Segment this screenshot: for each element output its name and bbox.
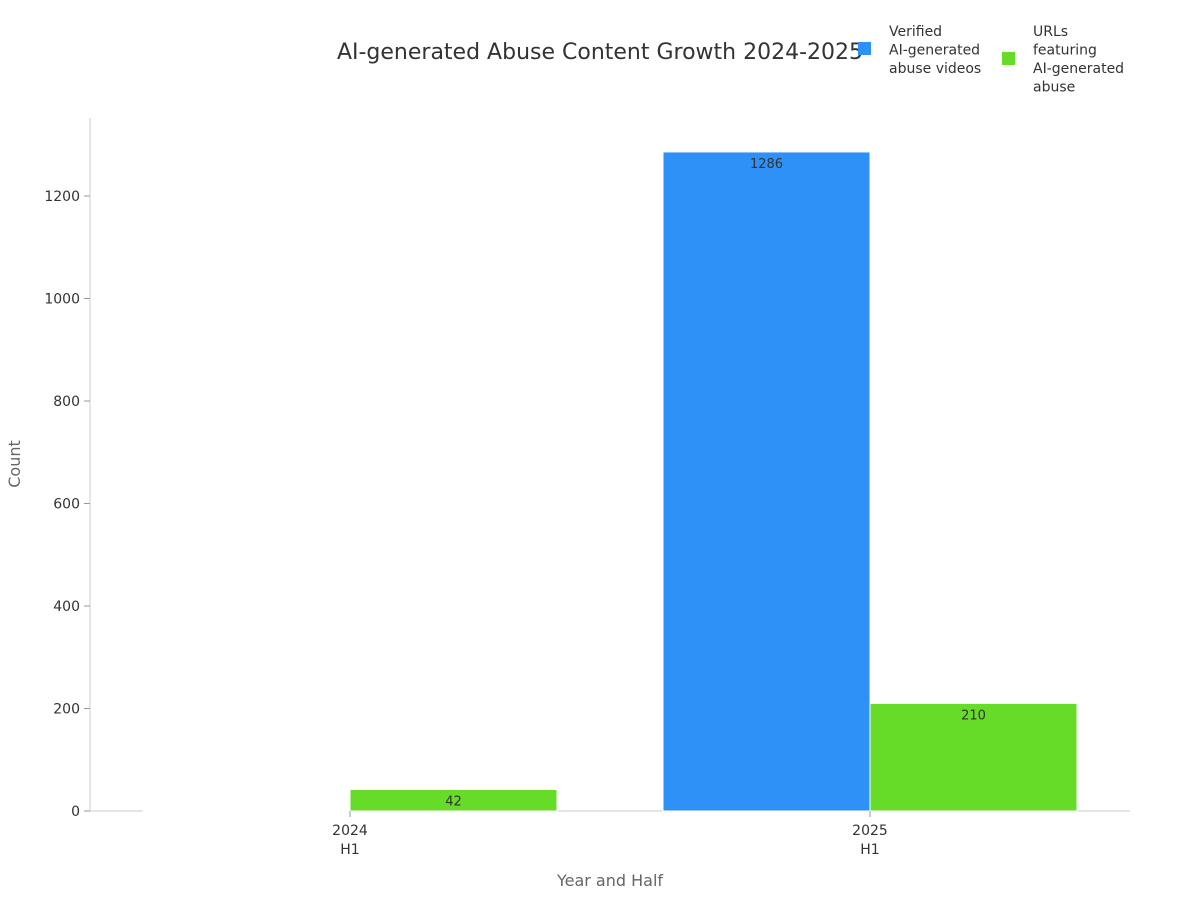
legend-label: featuring xyxy=(1033,43,1097,59)
legend-label: abuse xyxy=(1033,80,1075,96)
x-axis-label: Year and Half xyxy=(556,871,663,890)
legend-label: AI-generated xyxy=(1033,61,1124,77)
y-tick-label: 1200 xyxy=(44,189,80,205)
bar[interactable] xyxy=(349,788,558,812)
x-tick-label: 2024 xyxy=(332,823,368,839)
bar[interactable] xyxy=(662,151,871,812)
x-tick-label: H1 xyxy=(860,842,879,858)
y-tick-label: 600 xyxy=(53,497,80,513)
x-tick-label: H1 xyxy=(340,842,359,858)
y-tick-label: 800 xyxy=(53,394,80,410)
chart-title: AI-generated Abuse Content Growth 2024-2… xyxy=(337,40,863,65)
legend-label: abuse videos xyxy=(889,61,981,77)
data-label: 210 xyxy=(961,708,986,723)
y-tick-label: 200 xyxy=(53,702,80,718)
y-axis-label: Count xyxy=(5,440,24,488)
bar[interactable] xyxy=(869,702,1078,812)
legend-swatch xyxy=(1002,52,1015,65)
y-tick-label: 400 xyxy=(53,599,80,615)
x-tick-label: 2025 xyxy=(852,823,888,839)
data-label: 42 xyxy=(445,794,462,809)
bar[interactable] xyxy=(142,809,351,812)
legend-label: URLs xyxy=(1033,24,1068,40)
y-tick-label: 1000 xyxy=(44,292,80,308)
y-tick-label: 0 xyxy=(71,804,80,820)
legend-swatch xyxy=(858,42,871,55)
legend-label: AI-generated xyxy=(889,43,980,59)
legend-label: Verified xyxy=(889,24,942,40)
data-label: 1286 xyxy=(750,157,783,172)
